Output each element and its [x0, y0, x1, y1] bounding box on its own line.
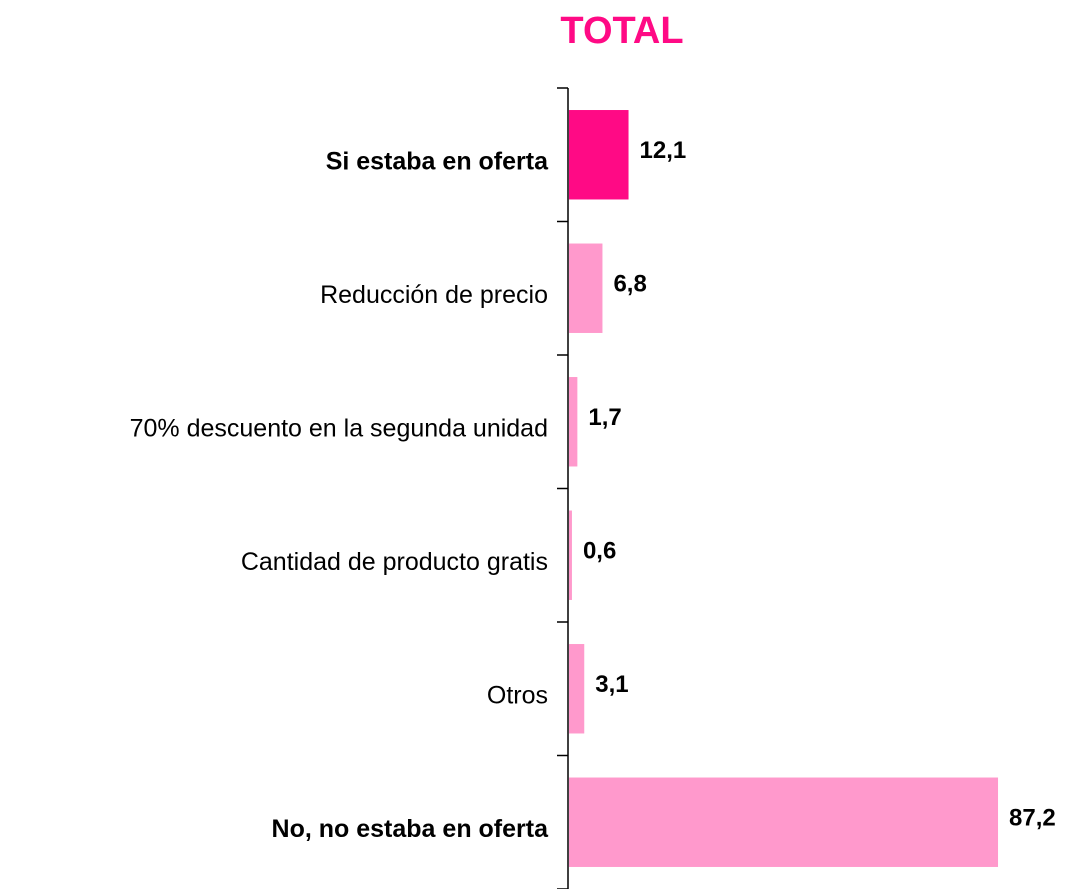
- bar: [569, 377, 578, 467]
- bar: [569, 777, 999, 867]
- category-label: Si estaba en oferta: [326, 147, 549, 175]
- value-label: 0,6: [583, 538, 616, 565]
- bar: [569, 644, 585, 734]
- value-label: 3,1: [595, 671, 628, 698]
- category-label: Reducción de precio: [320, 281, 548, 309]
- bar: [569, 110, 629, 200]
- value-label: 6,8: [613, 271, 646, 298]
- bar: [569, 510, 572, 600]
- category-label: Otros: [487, 681, 548, 709]
- value-label: 87,2: [1009, 805, 1056, 832]
- value-label: 12,1: [640, 137, 687, 164]
- category-label: No, no estaba en oferta: [272, 815, 550, 843]
- category-label: Cantidad de producto gratis: [241, 548, 548, 576]
- category-label: 70% descuento en la segunda unidad: [130, 414, 548, 442]
- chart-title: TOTAL: [560, 10, 683, 52]
- bar: [569, 243, 603, 333]
- value-label: 1,7: [588, 404, 621, 431]
